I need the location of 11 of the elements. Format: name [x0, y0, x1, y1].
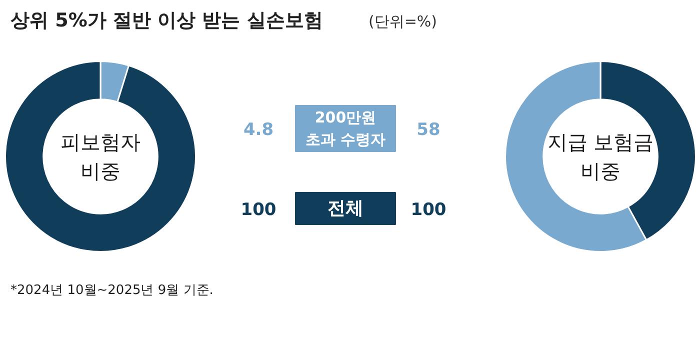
text: *2024년 10월~2025년 9월 기준.	[10, 283, 214, 298]
text: 상위 5%가 절반 이상 받는 실손보험	[10, 10, 323, 32]
data-label: 58	[416, 120, 440, 140]
data-label: 100	[410, 200, 446, 220]
text: (단위=%)	[368, 12, 438, 30]
text: 피보험자 비중	[60, 130, 140, 183]
text: 지급 보험금 비중	[547, 130, 654, 183]
category-label: 전체	[328, 198, 364, 219]
category-label: 200만원 초과 수령자	[305, 108, 386, 148]
data-label: 100	[240, 200, 276, 220]
data-label: 4.8	[243, 120, 274, 140]
